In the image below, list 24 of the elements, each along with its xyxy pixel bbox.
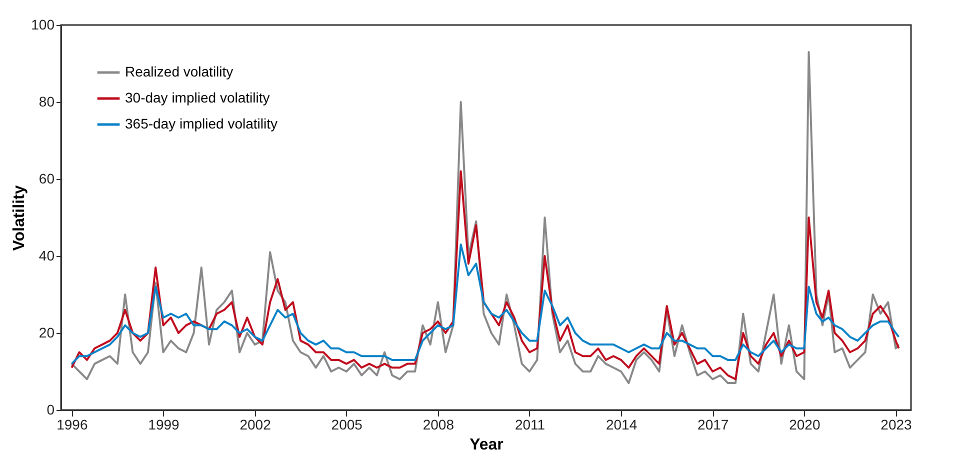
legend-label: Realized volatility xyxy=(125,64,234,80)
y-tick-label: 0 xyxy=(46,402,55,418)
x-tick-label: 2014 xyxy=(606,416,638,432)
y-tick-label: 60 xyxy=(38,170,55,186)
legend-label: 365-day implied volatility xyxy=(125,116,278,132)
x-tick-label: 2023 xyxy=(880,416,912,432)
line-series xyxy=(70,50,900,384)
x-tick-label: 2011 xyxy=(514,416,546,432)
y-tick-label: 40 xyxy=(38,248,55,264)
line-series xyxy=(70,243,900,365)
x-tick-label: 2005 xyxy=(331,416,363,432)
x-tick-label: 2002 xyxy=(240,416,272,432)
x-tick-label: 2008 xyxy=(422,416,454,432)
y-axis-title: Volatility xyxy=(11,185,28,251)
x-tick-label: 2020 xyxy=(789,416,820,432)
y-tick-label: 100 xyxy=(31,16,55,32)
x-tick-label: 1999 xyxy=(148,416,180,432)
line-series xyxy=(70,170,900,380)
legend-label: 30-day implied volatility xyxy=(125,90,270,106)
y-tick-label: 20 xyxy=(38,324,55,340)
y-tick-label: 80 xyxy=(38,94,55,110)
x-tick-label: 1996 xyxy=(56,416,88,432)
x-axis-title: Year xyxy=(470,436,504,454)
x-tick-label: 2017 xyxy=(698,416,729,432)
